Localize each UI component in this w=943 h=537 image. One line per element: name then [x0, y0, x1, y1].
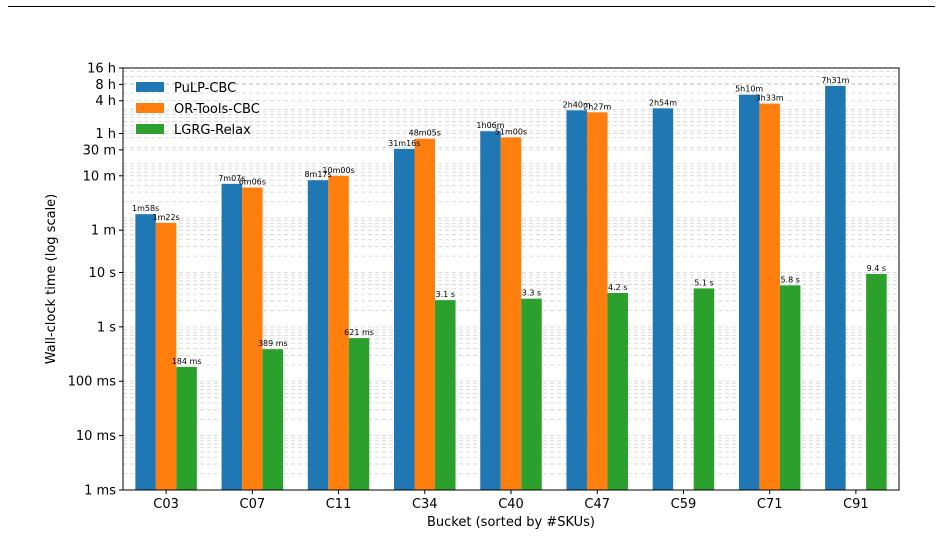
bar	[759, 103, 780, 491]
bar-value-label: 9.4 s	[867, 264, 886, 273]
bar	[521, 298, 542, 490]
y-tick-label: 1 ms	[84, 484, 116, 499]
bar-value-label: 2h27m	[583, 102, 611, 111]
bar	[500, 137, 522, 490]
legend-label: OR-Tools-CBC	[174, 102, 260, 117]
bar-value-label: 1h06m	[476, 121, 504, 130]
bar-value-label: 4.2 s	[608, 283, 627, 292]
bar-value-label: 2h54m	[649, 98, 677, 107]
x-tick-label: C91	[843, 497, 869, 512]
bar-value-label: 5.8 s	[780, 275, 799, 284]
bar-value-label: 389 ms	[258, 339, 288, 348]
bar-value-label: 31m16s	[388, 139, 420, 148]
bar	[176, 366, 197, 490]
legend: PuLP-CBC OR-Tools-CBC LGRG-Relax	[136, 81, 260, 138]
y-tick-label: 1 s	[97, 320, 116, 335]
bar	[155, 222, 177, 491]
y-tick-label: 10 s	[89, 266, 117, 281]
x-tick-label: C11	[326, 497, 352, 512]
legend-label: PuLP-CBC	[174, 81, 236, 96]
x-tick-label: C07	[240, 497, 266, 512]
bar-value-label: 621 ms	[344, 328, 374, 337]
bar	[414, 138, 436, 490]
legend-swatch	[136, 124, 164, 134]
bar-value-label: 5h10m	[735, 85, 763, 94]
x-axis-label: Bucket (sorted by #SKUs)	[427, 515, 595, 530]
x-tick-label: C40	[498, 497, 524, 512]
y-tick-label: 10 m	[83, 169, 116, 184]
bar	[480, 131, 501, 490]
x-tick-label: C59	[671, 497, 697, 512]
bar-value-label: 3.3 s	[522, 289, 541, 298]
bar	[328, 175, 349, 490]
y-tick-label: 16 h	[87, 62, 116, 77]
bar	[435, 300, 456, 490]
bar	[394, 148, 415, 491]
bar	[607, 292, 628, 490]
y-tick-label: 1 h	[95, 127, 116, 142]
bar-value-label: 10m00s	[322, 166, 354, 175]
x-tick-label: C03	[153, 497, 179, 512]
bar	[242, 187, 263, 490]
legend-label: LGRG-Relax	[174, 123, 251, 138]
bar-value-label: 3h33m	[756, 94, 784, 103]
bar	[693, 288, 715, 490]
bar	[135, 214, 156, 491]
bar-value-label: 3.1 s	[436, 290, 455, 299]
y-tick-label: 10 ms	[76, 429, 116, 444]
bar-value-label: 7m07s	[218, 174, 245, 183]
top-rule	[8, 6, 935, 7]
x-tick-label: C71	[757, 497, 783, 512]
bar	[262, 349, 284, 490]
y-tick-label: 30 m	[83, 143, 116, 158]
bar	[866, 273, 887, 490]
legend-swatch	[136, 82, 164, 92]
y-tick-label: 1 m	[91, 224, 116, 239]
bar-value-labels: 1m58s 7m07s 8m17s 31m16s 1h06m 2h40m 2h54m 5h10…	[132, 76, 886, 366]
y-tick-label: 100 ms	[68, 375, 117, 390]
bar-value-label: 6m06s	[239, 177, 266, 186]
bar	[566, 110, 587, 490]
bar-value-label: 8m17s	[304, 170, 331, 179]
x-tick-label: C34	[412, 497, 438, 512]
x-tick-label: C47	[584, 497, 610, 512]
legend-swatch	[136, 103, 164, 113]
bar-value-label: 48m05s	[409, 129, 441, 138]
bar-value-label: 1m22s	[152, 213, 179, 222]
bar	[825, 85, 846, 490]
bar-value-label: 5.1 s	[694, 278, 713, 287]
y-tick-label: 8 h	[95, 78, 116, 93]
bar	[652, 108, 674, 491]
bar	[221, 183, 243, 491]
bar-value-label: 51m00s	[495, 127, 527, 136]
y-tick-label: 4 h	[95, 94, 116, 109]
y-axis-label: Wall-clock time (log scale)	[44, 194, 59, 365]
bar	[779, 285, 801, 490]
bars	[135, 85, 887, 491]
bar	[586, 112, 608, 491]
bar-value-label: 1m58s	[132, 204, 159, 213]
bar	[738, 94, 760, 490]
bar	[348, 338, 370, 490]
bar-value-label: 2h40m	[563, 100, 591, 109]
bar	[307, 180, 329, 490]
x-axis-ticks: C03 C07 C11 C34 C40 C47 C59 C71 C91	[153, 490, 869, 512]
bar-value-label: 7h31m	[821, 76, 849, 85]
bar-value-label: 184 ms	[172, 357, 202, 366]
y-axis-ticks: 1 ms 10 ms 100 ms 1 s 10 s 1 m 10 m 30 m1 h 4 h8…	[68, 62, 123, 499]
